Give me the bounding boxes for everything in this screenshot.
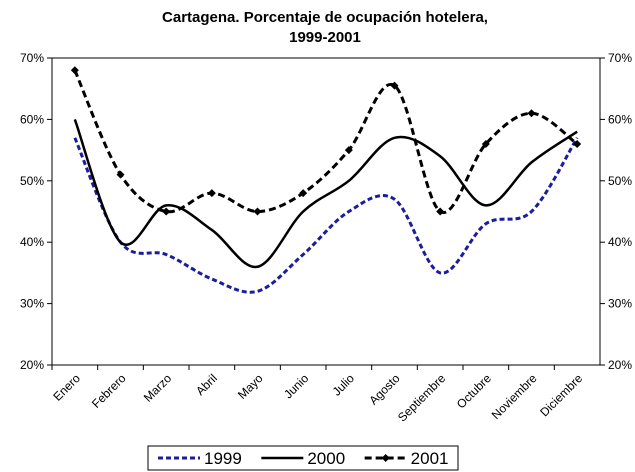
legend-marker [381, 454, 390, 462]
y-tick-label: 50% [20, 174, 44, 188]
legend-label: 2000 [307, 449, 345, 468]
chart-title: 1999-2001 [289, 29, 361, 46]
chart-title: Cartagena. Porcentaje de ocupación hotel… [162, 9, 488, 26]
marker [253, 207, 262, 216]
y-tick-label: 30% [20, 297, 44, 311]
marker [207, 189, 216, 198]
y2-tick-label: 50% [608, 174, 632, 188]
marker [481, 139, 490, 148]
y2-tick-label: 40% [608, 235, 632, 249]
y2-tick-label: 70% [608, 51, 632, 65]
series-line [73, 118, 578, 269]
marker [390, 81, 399, 90]
y-tick-label: 60% [20, 112, 44, 126]
y-tick-label: 70% [20, 51, 44, 65]
marker [436, 207, 445, 216]
y-tick-label: 20% [20, 358, 44, 372]
legend-label: 2001 [411, 449, 449, 468]
legend-label: 1999 [204, 449, 242, 468]
marker [573, 139, 582, 148]
y2-tick-label: 60% [608, 112, 632, 126]
y2-tick-label: 20% [608, 358, 632, 372]
marker [70, 66, 79, 75]
marker [162, 207, 171, 216]
marker [116, 170, 125, 179]
marker [527, 109, 536, 118]
series-line [73, 137, 579, 294]
series-line [73, 69, 579, 214]
marker [299, 189, 308, 198]
marker [344, 146, 353, 155]
y-tick-label: 40% [20, 235, 44, 249]
y2-tick-label: 30% [608, 297, 632, 311]
